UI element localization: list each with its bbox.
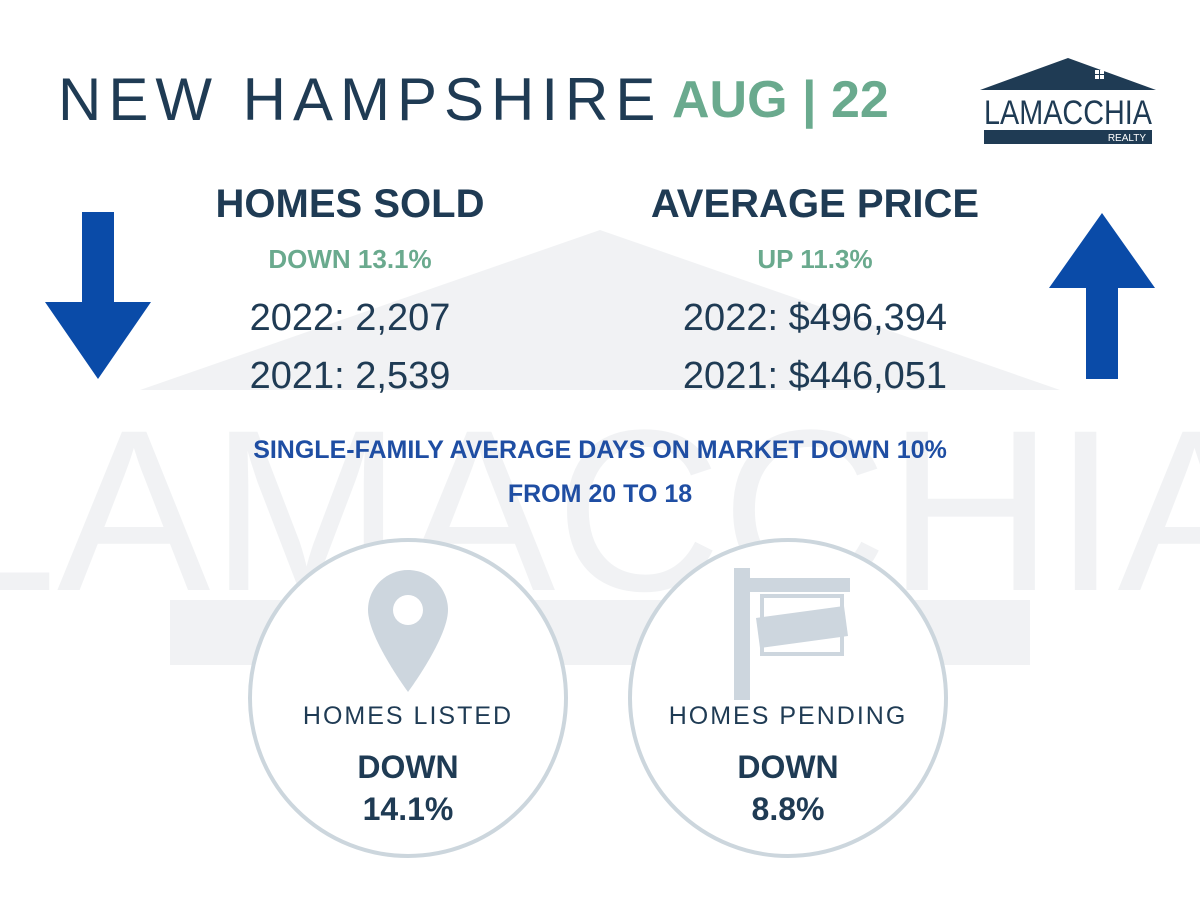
homes-sold-2022: 2022: 2,207 <box>249 297 451 339</box>
homes-sold-title: HOMES SOLD <box>215 182 485 226</box>
average-price-title: AVERAGE PRICE <box>650 182 980 226</box>
days-on-market-line2: FROM 20 TO 18 <box>507 480 693 508</box>
state-title: NEW HAMPSHIRE <box>58 66 663 133</box>
report-date: AUG | 22 <box>672 71 889 129</box>
homes-listed-percent: 14.1% <box>362 791 454 827</box>
homes-pending-percent: 8.8% <box>751 791 825 827</box>
homes-pending-card: HOMES PENDING DOWN 8.8% <box>628 538 948 858</box>
for-sale-sign-icon <box>734 568 850 700</box>
homes-listed-direction: DOWN <box>357 749 459 785</box>
lamacchia-logo: LAMACCHIA REALTY <box>980 58 1156 144</box>
average-price-change: UP 11.3% <box>757 244 873 274</box>
arrow-down-icon <box>45 212 151 379</box>
svg-text:REALTY: REALTY <box>1108 133 1146 144</box>
homes-listed-card: HOMES LISTED DOWN 14.1% <box>248 538 568 858</box>
days-on-market-line1: SINGLE-FAMILY AVERAGE DAYS ON MARKET DOW… <box>253 436 947 464</box>
average-price-2021: 2021: $446,051 <box>682 355 948 397</box>
homes-sold-2021: 2021: 2,539 <box>249 355 451 397</box>
homes-pending-label: HOMES PENDING <box>668 702 908 730</box>
homes-pending-direction: DOWN <box>737 749 839 785</box>
svg-text:LAMACCHIA: LAMACCHIA <box>0 382 1200 639</box>
map-pin-icon <box>368 570 448 692</box>
arrow-up-icon <box>1049 213 1155 379</box>
svg-text:LAMACCHIA: LAMACCHIA <box>984 94 1152 132</box>
homes-sold-change: DOWN 13.1% <box>268 244 432 274</box>
average-price-2022: 2022: $496,394 <box>682 297 948 339</box>
homes-listed-label: HOMES LISTED <box>302 702 514 730</box>
